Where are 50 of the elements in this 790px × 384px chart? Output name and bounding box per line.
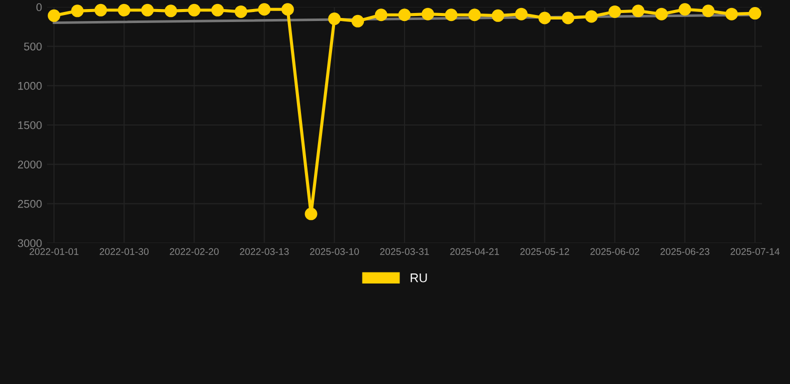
point xyxy=(678,3,692,16)
point xyxy=(585,10,598,23)
point xyxy=(141,4,154,16)
x-tick-label: 2025-07-14 xyxy=(730,248,780,255)
y-tick-label: 2500 xyxy=(18,200,42,208)
point xyxy=(422,8,434,20)
point xyxy=(211,4,224,16)
y-tick-label: 1500 xyxy=(18,121,42,130)
point xyxy=(655,8,668,20)
x-tick-label: 2022-02-20 xyxy=(170,248,219,255)
point xyxy=(444,8,458,22)
y-tick-label: 2000 xyxy=(18,160,42,168)
point xyxy=(352,14,364,28)
point xyxy=(748,7,762,20)
point xyxy=(304,208,318,220)
point xyxy=(188,4,200,16)
point xyxy=(608,5,622,18)
x-tick-label: 2025-06-23 xyxy=(660,248,710,255)
x-tick-label: 2025-03-10 xyxy=(310,248,359,255)
x-tick-label: 2025-04-21 xyxy=(450,248,499,255)
x-tick-label: 2025-05-12 xyxy=(520,248,570,255)
point xyxy=(71,4,84,18)
y-tick-label: 3000 xyxy=(18,239,42,248)
point xyxy=(48,9,60,22)
y-tick-label: 0 xyxy=(36,3,42,12)
point xyxy=(374,8,388,22)
x-tick-label: 2022-01-30 xyxy=(100,248,149,255)
point xyxy=(164,4,178,18)
legend-label: RU xyxy=(410,274,427,282)
point xyxy=(328,12,341,26)
point xyxy=(94,4,107,16)
point xyxy=(538,12,551,24)
point xyxy=(725,8,738,20)
y-tick-label: 1000 xyxy=(18,82,42,90)
point xyxy=(702,4,715,18)
point xyxy=(562,12,574,24)
point xyxy=(515,8,528,20)
point xyxy=(398,8,411,22)
point xyxy=(468,8,481,22)
x-tick-label: 2025-03-31 xyxy=(380,248,429,255)
point xyxy=(234,5,248,18)
point xyxy=(632,4,644,18)
x-tick-label: 2025-06-02 xyxy=(590,248,640,255)
point xyxy=(492,9,504,22)
point xyxy=(258,3,271,16)
x-tick-label: 2022-01-01 xyxy=(30,248,78,255)
y-tick-label: 500 xyxy=(24,42,42,50)
point xyxy=(281,3,294,16)
point xyxy=(118,4,130,16)
x-tick-label: 2022-03-13 xyxy=(240,248,289,255)
